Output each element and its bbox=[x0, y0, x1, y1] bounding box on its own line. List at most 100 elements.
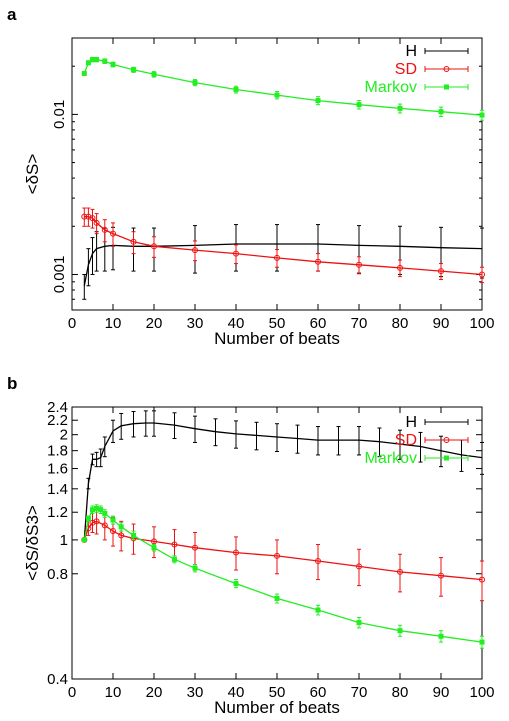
legend-label: Markov bbox=[365, 450, 417, 467]
data-point bbox=[192, 247, 198, 254]
x-tick-label: 20 bbox=[146, 684, 163, 701]
data-point bbox=[356, 102, 362, 108]
data-point bbox=[397, 568, 403, 575]
x-tick-label: 50 bbox=[269, 684, 286, 701]
x-tick-label: 50 bbox=[269, 315, 286, 332]
data-point bbox=[233, 549, 239, 556]
legend-label: H bbox=[405, 414, 417, 431]
data-point bbox=[356, 563, 362, 570]
x-tick-label: 100 bbox=[469, 684, 494, 701]
legend-marker bbox=[444, 455, 449, 461]
x-tick-label: 60 bbox=[310, 315, 327, 332]
data-point bbox=[85, 60, 91, 66]
data-point bbox=[102, 58, 108, 64]
data-point bbox=[274, 595, 280, 601]
x-tick-label: 40 bbox=[228, 684, 245, 701]
legend-label: SD bbox=[395, 432, 417, 449]
data-point bbox=[81, 71, 87, 77]
data-point bbox=[274, 552, 280, 559]
data-point bbox=[102, 510, 108, 516]
data-point bbox=[397, 628, 403, 634]
y-tick-label: 2.4 bbox=[47, 399, 68, 416]
data-point bbox=[131, 67, 136, 73]
data-point bbox=[93, 518, 100, 525]
series-h bbox=[82, 224, 484, 300]
data-point bbox=[438, 109, 444, 115]
data-point bbox=[315, 607, 321, 613]
x-tick-label: 90 bbox=[433, 684, 450, 701]
data-point bbox=[479, 271, 485, 278]
data-point bbox=[94, 505, 100, 511]
data-point bbox=[81, 537, 87, 543]
series-h bbox=[83, 410, 484, 540]
x-tick-label: 20 bbox=[146, 315, 163, 332]
y-tick-label: 1.6 bbox=[47, 461, 68, 478]
y-tick-label: 1.4 bbox=[47, 481, 68, 498]
panel-b-plot: 0 10 20 30 40 50 60 70 80 90 100 0.4 0.8 1 1.2 1.4 1.61.… bbox=[23, 399, 495, 717]
data-point bbox=[94, 57, 100, 63]
x-tick-label: 80 bbox=[392, 684, 409, 701]
data-point bbox=[192, 565, 198, 571]
x-tick-label: 0 bbox=[68, 315, 76, 332]
data-point bbox=[233, 250, 239, 257]
data-point bbox=[118, 524, 124, 530]
x-tick-label: 30 bbox=[187, 684, 204, 701]
data-point bbox=[151, 243, 157, 250]
series-line bbox=[83, 507, 483, 643]
data-point bbox=[89, 519, 96, 526]
y-tick-label: 1 bbox=[60, 532, 68, 549]
data-point bbox=[85, 516, 91, 522]
data-point bbox=[397, 105, 403, 111]
data-point bbox=[110, 528, 116, 535]
x-tick-label: 70 bbox=[351, 684, 368, 701]
x-tick-label: 10 bbox=[105, 684, 122, 701]
series-line bbox=[83, 520, 483, 581]
data-point bbox=[110, 517, 116, 523]
data-point bbox=[356, 261, 362, 268]
data-point bbox=[110, 230, 116, 237]
data-point bbox=[172, 556, 177, 562]
legend-marker bbox=[444, 84, 449, 90]
series-line bbox=[84, 215, 483, 276]
data-point bbox=[151, 71, 157, 77]
data-point bbox=[233, 87, 239, 93]
data-point bbox=[479, 639, 485, 645]
data-point bbox=[93, 219, 100, 226]
y-tick-label: 0.4 bbox=[47, 671, 68, 688]
legend-marker bbox=[443, 66, 450, 72]
data-point bbox=[315, 258, 321, 265]
data-point bbox=[98, 507, 104, 513]
x-tick-label: 30 bbox=[187, 315, 204, 332]
y-tick-label: 2 bbox=[60, 427, 68, 444]
data-point bbox=[438, 572, 444, 579]
x-tick-label: 80 bbox=[392, 315, 409, 332]
x-tick-label: 40 bbox=[228, 315, 245, 332]
panel-letter-a: a bbox=[7, 5, 17, 24]
data-point bbox=[90, 57, 95, 63]
data-point bbox=[192, 80, 198, 86]
data-point bbox=[89, 215, 96, 222]
data-point bbox=[356, 620, 362, 626]
legend-label: Markov bbox=[365, 79, 417, 96]
data-point bbox=[81, 213, 88, 220]
y-tick-label: 0.001 bbox=[51, 256, 68, 294]
data-point bbox=[479, 576, 485, 583]
x-tick-label: 70 bbox=[351, 315, 368, 332]
y-axis-label: <δS/δS3> bbox=[23, 505, 42, 581]
data-point bbox=[192, 544, 198, 551]
series-markov bbox=[81, 56, 485, 121]
data-point bbox=[171, 541, 178, 548]
x-tick-label: 100 bbox=[469, 315, 494, 332]
data-point bbox=[118, 532, 125, 539]
legend-label: SD bbox=[395, 61, 417, 78]
x-axis-label: Number of beats bbox=[214, 329, 340, 348]
legend-marker bbox=[443, 437, 450, 443]
y-tick-label: 0.8 bbox=[47, 566, 68, 583]
series-sd bbox=[81, 509, 485, 602]
y-tick-label: 1.8 bbox=[47, 443, 68, 460]
panel-a-plot: 0 10 20 30 40 50 60 70 80 90 100 0.001 0.01 Number of… bbox=[23, 37, 495, 348]
data-point bbox=[90, 507, 95, 513]
